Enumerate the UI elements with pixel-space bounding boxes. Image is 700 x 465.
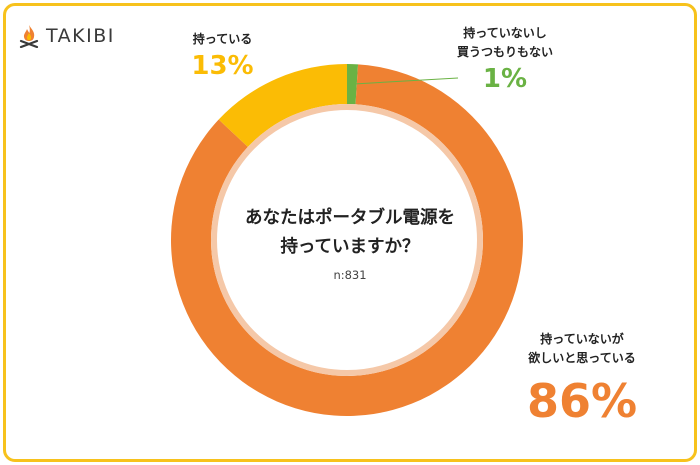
label-own: 持っている 13%: [180, 30, 265, 83]
label-not-buy: 持っていないし 買うつもりもない 1%: [445, 24, 565, 96]
brand-logo: TAKIBI: [18, 24, 115, 48]
slice-percent: 13%: [191, 51, 254, 81]
leader-line: [351, 77, 459, 85]
slice-label: 買うつもりもない: [456, 45, 553, 59]
chart-title: あなたはポータブル電源を 持っていますか？: [200, 204, 500, 262]
slice-label: 欲しいと思っている: [528, 351, 636, 365]
slice-percent: 86%: [526, 374, 638, 428]
donut-inner-ring: [211, 104, 483, 376]
chart-title-line: 持っていますか？: [280, 237, 420, 257]
slice-label: 持っている: [192, 32, 253, 46]
label-want: 持っていないが 欲しいと思っている 86%: [512, 330, 652, 430]
slice-percent: 1%: [482, 64, 528, 94]
donut-slice: [218, 64, 347, 147]
slice-label: 持っていないが: [540, 332, 624, 346]
slice-label: 持っていないし: [463, 26, 547, 40]
campfire-icon: [19, 25, 39, 48]
brand-name: TAKIBI: [46, 25, 115, 47]
sample-size: n:831: [333, 268, 367, 282]
chart-title-line: あなたはポータブル電源を: [245, 208, 455, 228]
